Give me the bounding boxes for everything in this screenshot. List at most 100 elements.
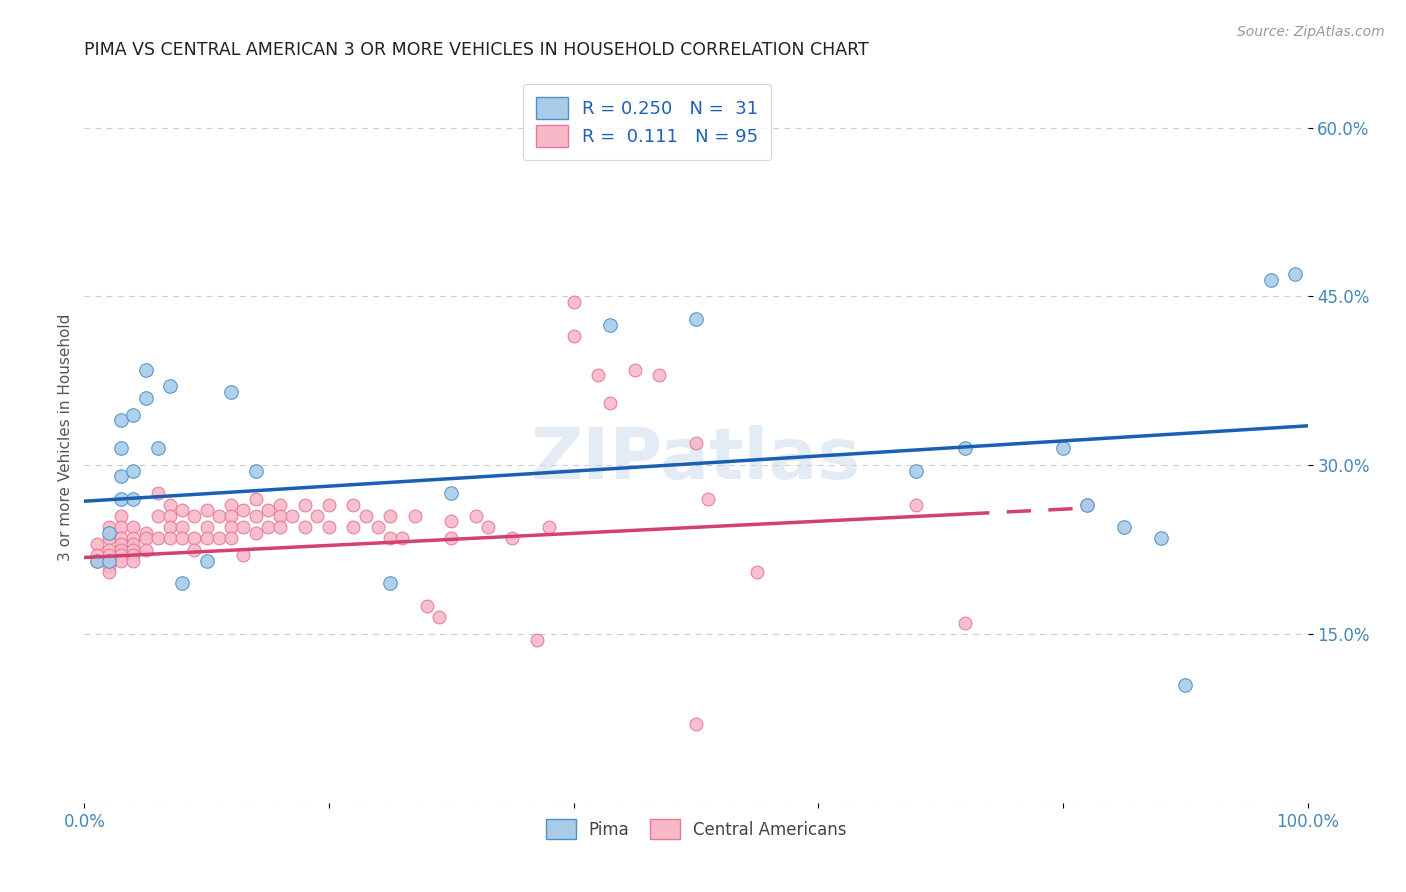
Point [135, 391, 157, 405]
Point [135, 362, 157, 376]
Point [367, 520, 389, 534]
Point [86, 554, 108, 568]
Point [269, 520, 291, 534]
Point [232, 503, 254, 517]
Point [135, 525, 157, 540]
Point [1114, 520, 1136, 534]
Point [342, 498, 364, 512]
Point [146, 532, 169, 546]
Text: PIMA VS CENTRAL AMERICAN 3 OR MORE VEHICLES IN HOUSEHOLD CORRELATION CHART: PIMA VS CENTRAL AMERICAN 3 OR MORE VEHIC… [84, 41, 869, 59]
Point [122, 554, 145, 568]
Point [354, 508, 377, 523]
Point [1260, 272, 1282, 286]
Point [697, 491, 720, 506]
Point [257, 503, 280, 517]
Point [1076, 498, 1098, 512]
Point [172, 503, 194, 517]
Point [318, 498, 340, 512]
Point [232, 520, 254, 534]
Y-axis label: 3 or more Vehicles in Household: 3 or more Vehicles in Household [58, 313, 73, 561]
Text: ZIPatlas: ZIPatlas [531, 425, 860, 493]
Point [122, 542, 145, 557]
Point [97, 554, 120, 568]
Point [195, 503, 218, 517]
Point [685, 435, 707, 450]
Point [183, 542, 205, 557]
Point [110, 413, 132, 427]
Point [183, 508, 205, 523]
Point [135, 542, 157, 557]
Point [183, 532, 205, 546]
Point [135, 532, 157, 546]
Point [1150, 532, 1173, 546]
Point [122, 491, 145, 506]
Point [685, 717, 707, 731]
Point [380, 508, 402, 523]
Point [562, 295, 585, 310]
Point [391, 532, 413, 546]
Point [172, 576, 194, 591]
Point [110, 554, 132, 568]
Point [342, 520, 364, 534]
Point [245, 491, 267, 506]
Point [86, 554, 108, 568]
Point [380, 576, 402, 591]
Point [219, 385, 242, 400]
Point [440, 515, 463, 529]
Point [294, 498, 316, 512]
Point [110, 532, 132, 546]
Point [245, 508, 267, 523]
Point [172, 532, 194, 546]
Point [305, 508, 328, 523]
Point [195, 532, 218, 546]
Point [122, 464, 145, 478]
Point [208, 532, 231, 546]
Point [208, 508, 231, 523]
Point [685, 312, 707, 326]
Point [159, 520, 181, 534]
Point [1052, 442, 1074, 456]
Point [172, 520, 194, 534]
Point [110, 469, 132, 483]
Point [219, 508, 242, 523]
Point [502, 532, 524, 546]
Point [159, 379, 181, 393]
Point [97, 532, 120, 546]
Point [562, 328, 585, 343]
Point [953, 442, 976, 456]
Point [97, 542, 120, 557]
Point [905, 464, 928, 478]
Point [146, 508, 169, 523]
Point [477, 520, 499, 534]
Point [245, 464, 267, 478]
Point [269, 498, 291, 512]
Point [1076, 498, 1098, 512]
Point [122, 408, 145, 422]
Point [110, 537, 132, 551]
Point [122, 532, 145, 546]
Point [416, 599, 439, 613]
Point [440, 486, 463, 500]
Point [110, 548, 132, 562]
Point [110, 442, 132, 456]
Point [624, 362, 647, 376]
Point [747, 565, 769, 579]
Point [86, 537, 108, 551]
Point [110, 542, 132, 557]
Point [122, 537, 145, 551]
Point [380, 532, 402, 546]
Point [232, 548, 254, 562]
Point [269, 508, 291, 523]
Point [146, 486, 169, 500]
Point [110, 491, 132, 506]
Text: Source: ZipAtlas.com: Source: ZipAtlas.com [1237, 25, 1385, 39]
Point [599, 318, 621, 332]
Point [318, 520, 340, 534]
Point [97, 554, 120, 568]
Point [110, 508, 132, 523]
Point [97, 525, 120, 540]
Point [159, 498, 181, 512]
Point [97, 548, 120, 562]
Point [245, 525, 267, 540]
Point [97, 565, 120, 579]
